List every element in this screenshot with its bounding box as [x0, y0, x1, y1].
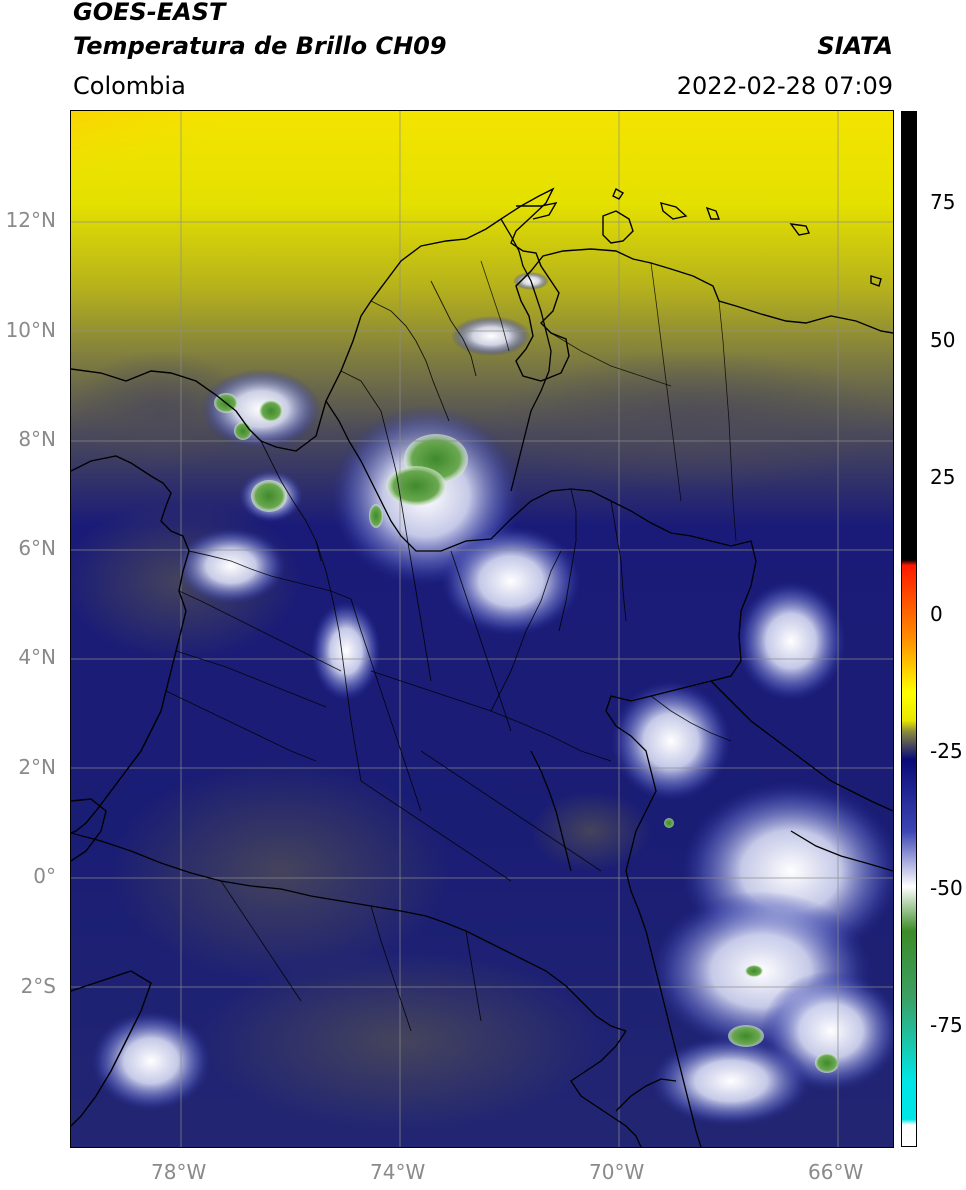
- cloud-systems: [91, 272, 893, 1126]
- agency-label: SIATA: [817, 32, 893, 60]
- cb-label-neg50: -50: [930, 876, 963, 900]
- cb-label-neg75: -75: [930, 1013, 963, 1037]
- cold-cores: [214, 393, 839, 1073]
- lat-label-12n: 12°N: [5, 208, 56, 232]
- cb-label-0: 0: [930, 602, 943, 626]
- colorbar-svg: [901, 111, 922, 1147]
- lat-label-2n: 2°N: [18, 755, 56, 779]
- coastlines: [71, 187, 893, 1127]
- cb-label-50: 50: [930, 328, 956, 352]
- satellite-map: [71, 111, 893, 1147]
- region-label: Colombia: [73, 72, 186, 100]
- lat-label-10n: 10°N: [5, 318, 56, 342]
- cb-label-neg25: -25: [930, 739, 963, 763]
- graticule: [71, 111, 893, 1147]
- map-frame: [70, 110, 894, 1148]
- lat-label-0: 0°: [33, 864, 56, 888]
- lon-label-70w: 70°W: [589, 1160, 645, 1184]
- satellite-title: GOES-EAST: [73, 0, 226, 26]
- cb-label-25: 25: [930, 465, 956, 489]
- lon-label-66w: 66°W: [808, 1160, 864, 1184]
- lat-label-4n: 4°N: [18, 645, 56, 669]
- product-title: Temperatura de Brillo CH09: [73, 32, 447, 60]
- lat-label-2s: 2°S: [20, 974, 56, 998]
- lon-label-78w: 78°W: [151, 1160, 207, 1184]
- datetime-label: 2022-02-28 07:09: [676, 72, 893, 100]
- colorbar: [901, 111, 922, 1147]
- lat-label-6n: 6°N: [18, 536, 56, 560]
- political-borders: [71, 218, 893, 1147]
- lon-label-74w: 74°W: [370, 1160, 426, 1184]
- map-svg: [71, 111, 893, 1147]
- warm-area: [71, 111, 331, 201]
- cb-label-75: 75: [930, 190, 956, 214]
- lat-label-8n: 8°N: [18, 427, 56, 451]
- department-borders: [165, 280, 732, 1032]
- neighbor-borders: [480, 260, 737, 542]
